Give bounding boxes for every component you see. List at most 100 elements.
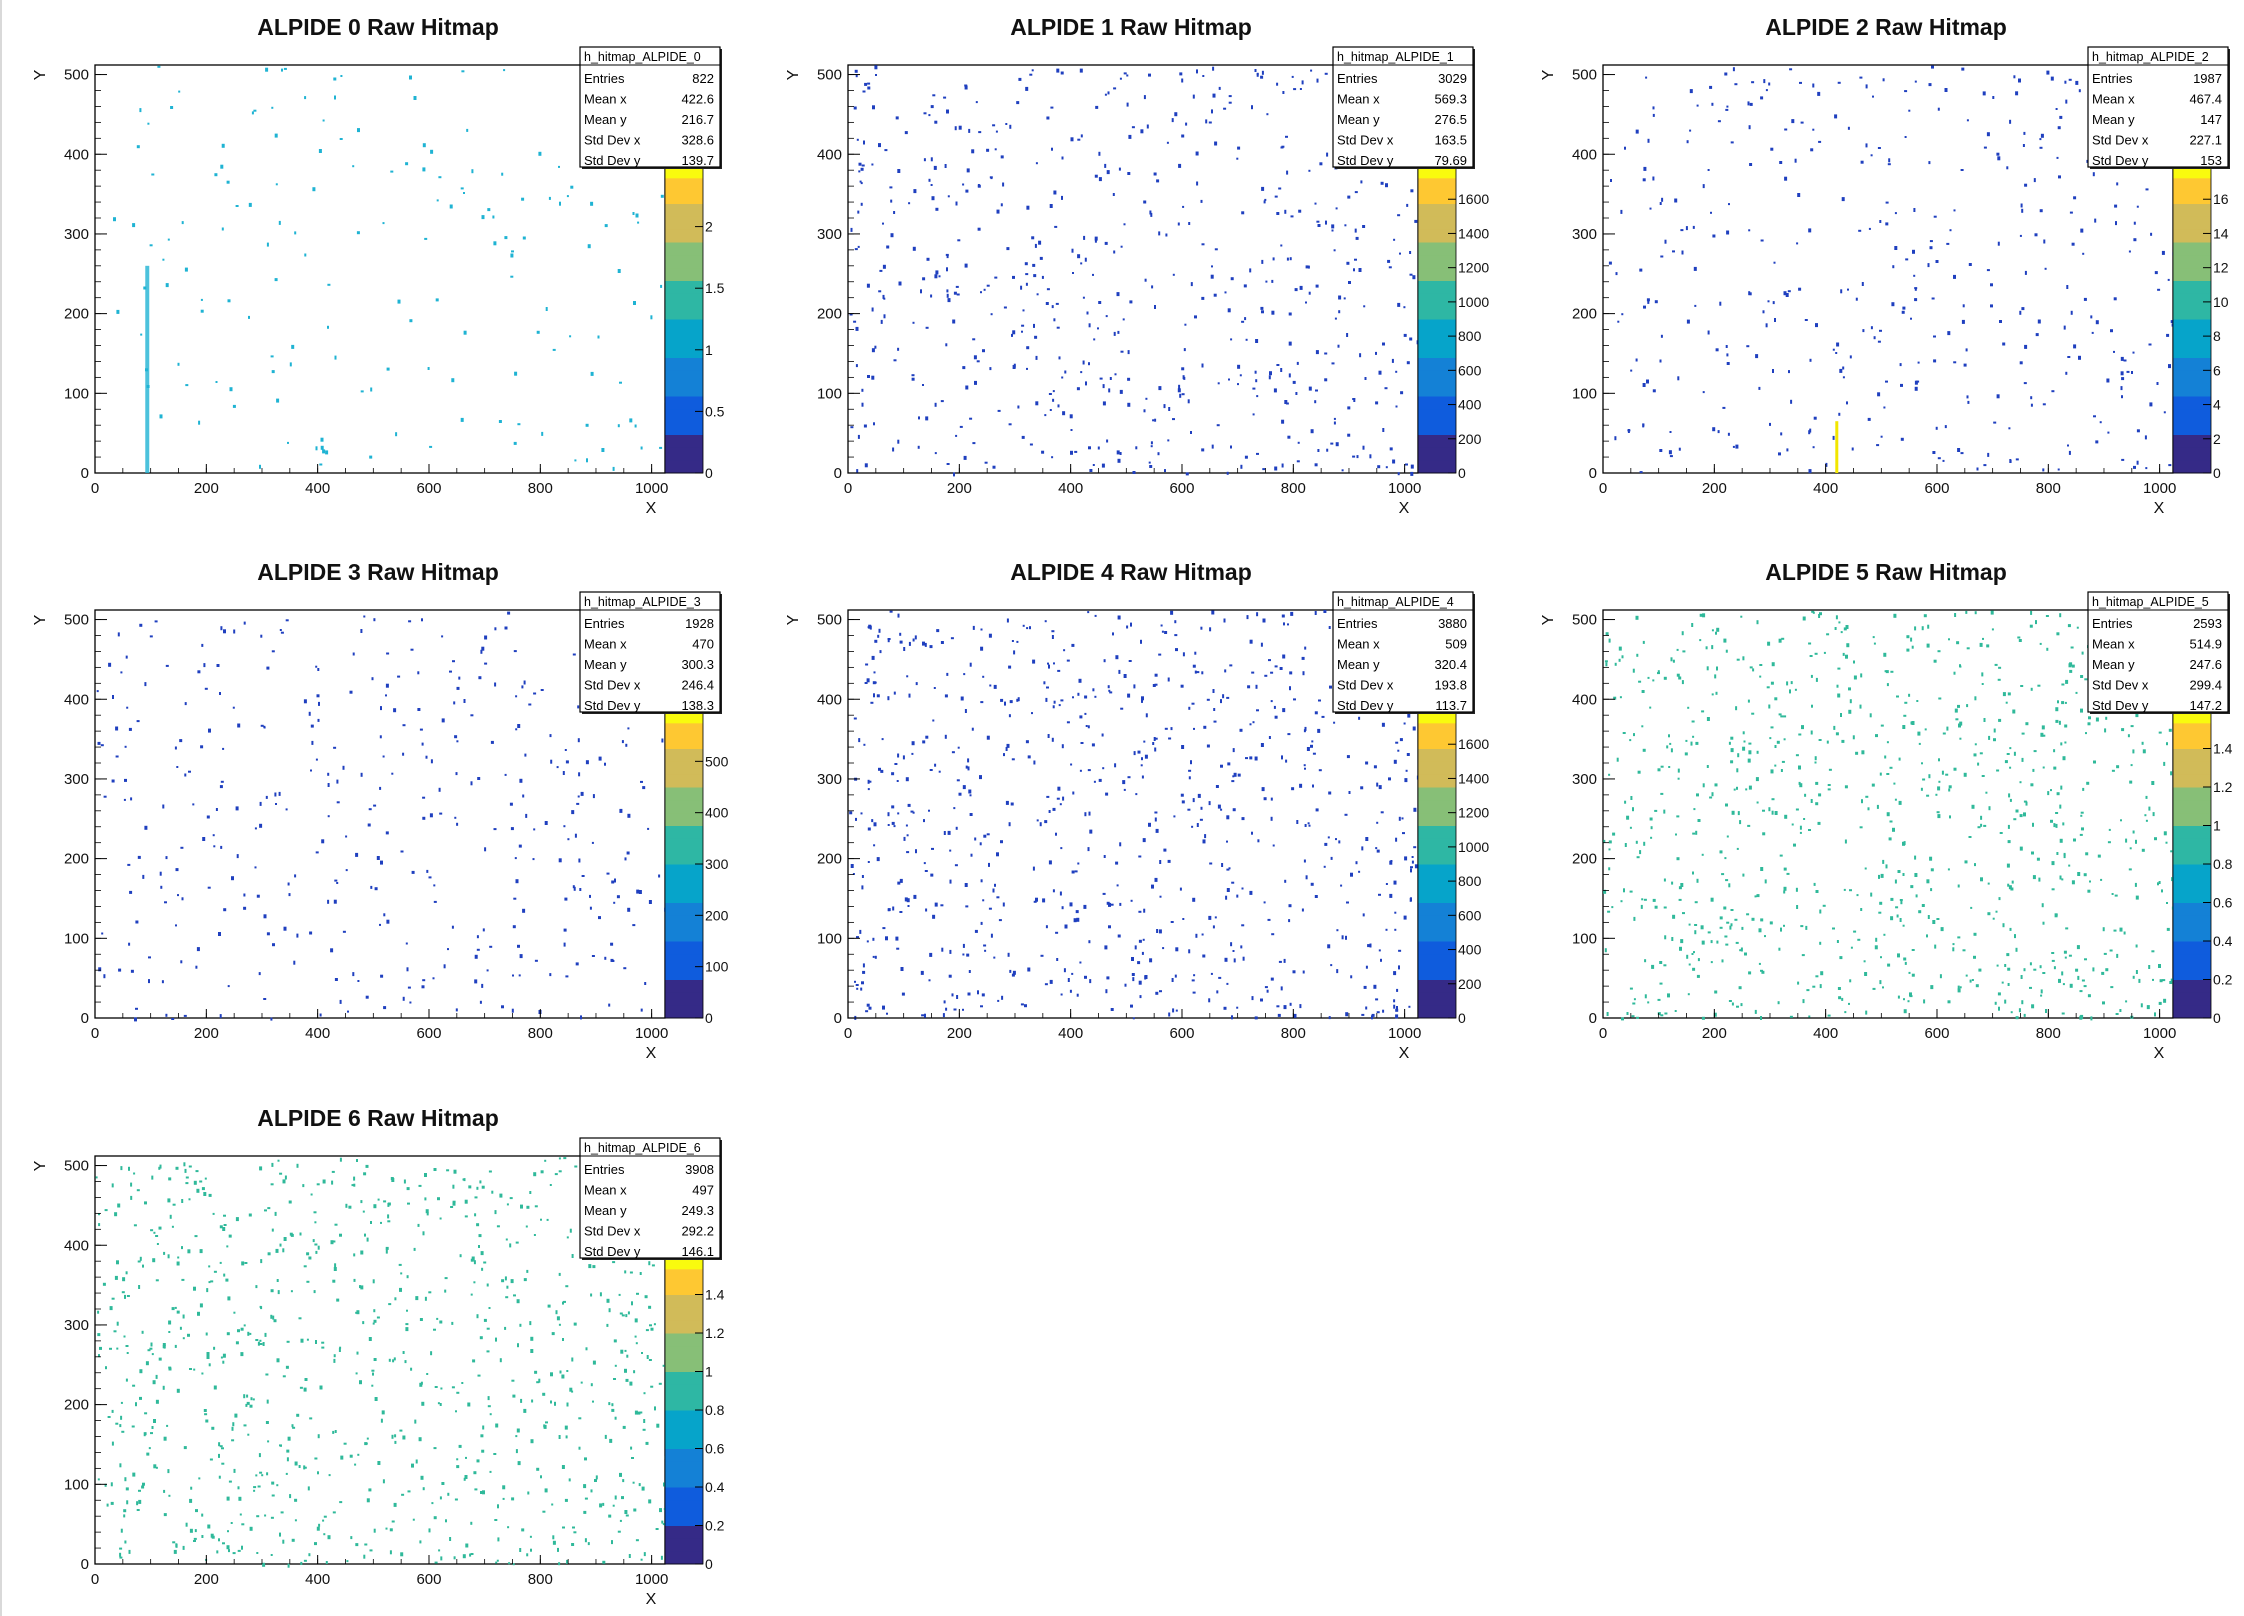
hit-cell xyxy=(407,986,411,989)
hit-cell xyxy=(1723,906,1727,910)
hit-cell xyxy=(2133,221,2136,225)
hit-cell xyxy=(233,1311,236,1314)
hit-cell xyxy=(1751,712,1755,715)
hit-cell xyxy=(1642,748,1646,752)
hit-cell xyxy=(362,1210,365,1213)
hit-cell xyxy=(1009,124,1012,129)
hit-cell xyxy=(2025,722,2029,726)
hit-cell xyxy=(1786,681,1789,686)
hit-cell xyxy=(552,1535,555,1540)
hit-cell xyxy=(1364,377,1367,380)
hit-cell xyxy=(1692,735,1695,738)
hit-cell xyxy=(370,1221,372,1224)
hit-cell xyxy=(1726,230,1730,235)
hit-cell xyxy=(2011,880,2014,884)
hit-cell xyxy=(1979,642,1983,647)
x-axis-label: X xyxy=(1399,1045,1410,1062)
color-bar-segment xyxy=(1418,799,1456,814)
hit-cell xyxy=(1326,448,1329,452)
stats-label-std_y: Std Dev y xyxy=(2092,153,2149,168)
hit-cell xyxy=(1116,884,1119,887)
hit-cell xyxy=(1701,710,1705,713)
stats-label-std_y: Std Dev y xyxy=(584,698,641,713)
hit-cell xyxy=(1181,367,1185,371)
hit-cell xyxy=(630,1446,633,1450)
hit-cell xyxy=(1212,93,1216,98)
hit-cell xyxy=(2017,636,2021,639)
hit-cell xyxy=(911,374,915,377)
hit-cell xyxy=(144,825,148,830)
hit-cell xyxy=(2168,728,2172,732)
hit-cell xyxy=(1241,924,1245,927)
hit-cell xyxy=(1008,423,1012,426)
hit-cell xyxy=(563,928,567,932)
hit-cell xyxy=(1118,669,1121,674)
hit-cell xyxy=(135,920,139,924)
hit-cell xyxy=(622,1425,626,1429)
hit-cell xyxy=(2019,781,2022,784)
hit-cell xyxy=(2019,814,2023,818)
hit-cell xyxy=(1211,610,1215,615)
hit-cell xyxy=(111,1409,114,1413)
hit-cell xyxy=(1886,773,1890,775)
hit-cell xyxy=(304,96,307,100)
hit-cell xyxy=(1337,344,1340,348)
hit-cell xyxy=(1180,684,1184,688)
hit-cell xyxy=(127,863,131,866)
hit-cell xyxy=(163,1436,167,1441)
hit-cell xyxy=(1224,957,1228,962)
hit-cell xyxy=(1244,455,1248,459)
hit-cell xyxy=(1754,895,1757,898)
hit-cell xyxy=(1175,1009,1178,1012)
hit-cell xyxy=(259,1471,263,1474)
hit-cell xyxy=(2086,781,2090,785)
hit-cell xyxy=(1990,283,1993,287)
hit-cell xyxy=(506,1203,509,1206)
hit-cell xyxy=(1399,738,1403,742)
hit-cell xyxy=(1911,721,1915,725)
x-axis-label: X xyxy=(646,1045,657,1062)
hit-cell xyxy=(1145,397,1148,400)
hit-cell xyxy=(1865,1010,1868,1015)
y-tick-label: 0 xyxy=(81,1556,89,1573)
hit-cell xyxy=(1857,938,1861,941)
hit-cell xyxy=(366,1437,369,1440)
hit-cell xyxy=(949,849,952,852)
hit-cell xyxy=(1288,904,1292,908)
hit-cell xyxy=(317,668,320,671)
hit-cell xyxy=(1645,76,1648,79)
hit-cell xyxy=(1754,1009,1757,1014)
hit-cell xyxy=(1748,750,1752,755)
hit-cell xyxy=(648,1261,651,1266)
hit-cell xyxy=(1678,447,1681,451)
hit-cell xyxy=(1003,753,1005,757)
hit-cell xyxy=(1682,912,1685,915)
hit-cell xyxy=(1801,725,1804,730)
stats-label-std_x: Std Dev x xyxy=(1337,133,1394,148)
hit-cell xyxy=(873,844,876,847)
hit-cell xyxy=(436,199,439,202)
hit-cell xyxy=(1008,822,1011,827)
hit-cell xyxy=(1328,791,1332,795)
hit-cell xyxy=(373,804,377,807)
x-tick-label: 200 xyxy=(947,480,972,497)
hit-cell xyxy=(965,765,968,769)
hit-cell xyxy=(660,1555,663,1560)
hit-cell xyxy=(289,1494,292,1499)
x-tick-label: 0 xyxy=(91,480,99,497)
color-bar-segment xyxy=(1418,344,1456,358)
hit-cell xyxy=(394,1297,397,1301)
hit-cell xyxy=(2136,205,2139,208)
hit-cell xyxy=(1726,362,1730,365)
hit-cell xyxy=(2007,824,2010,829)
hit-cell xyxy=(1918,742,1921,745)
hit-cell xyxy=(1261,787,1265,792)
hit-cell xyxy=(1341,469,1344,472)
hit-cell xyxy=(1998,718,2002,722)
hit-cell xyxy=(1721,959,1724,963)
hit-cell xyxy=(617,424,620,428)
hit-cell xyxy=(325,1561,328,1564)
hit-cell xyxy=(1070,450,1073,455)
hit-cell xyxy=(983,288,986,291)
